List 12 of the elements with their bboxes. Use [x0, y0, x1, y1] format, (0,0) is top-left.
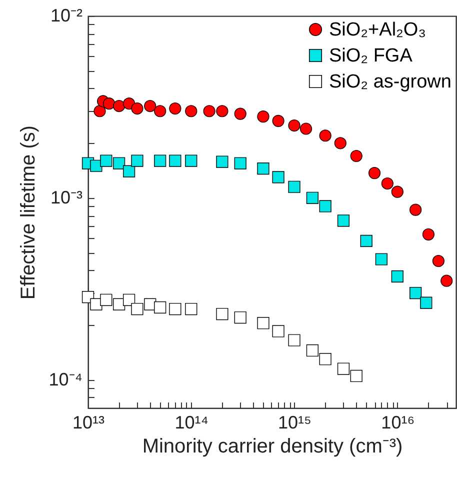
x-tick-label: 10¹⁵: [278, 412, 312, 432]
legend-label: SiO₂ as-grown: [329, 72, 452, 92]
legend-label: SiO₂ FGA: [329, 46, 413, 66]
y-tick-label: 10⁻³: [50, 187, 83, 208]
y-tick-label: 10⁻⁴: [48, 369, 82, 390]
y-tick-label: 10⁻²: [50, 6, 83, 26]
y-axis-title: Effective lifetime (s): [18, 125, 40, 300]
x-tick-label: 10¹⁴: [174, 412, 209, 432]
x-tick-label: 10¹³: [72, 412, 105, 432]
x-axis-title: Minority carrier density (cm⁻³): [142, 436, 403, 458]
x-tick-label: 10¹⁶: [381, 412, 415, 432]
legend-label: SiO₂+Al₂O₃: [329, 20, 426, 40]
